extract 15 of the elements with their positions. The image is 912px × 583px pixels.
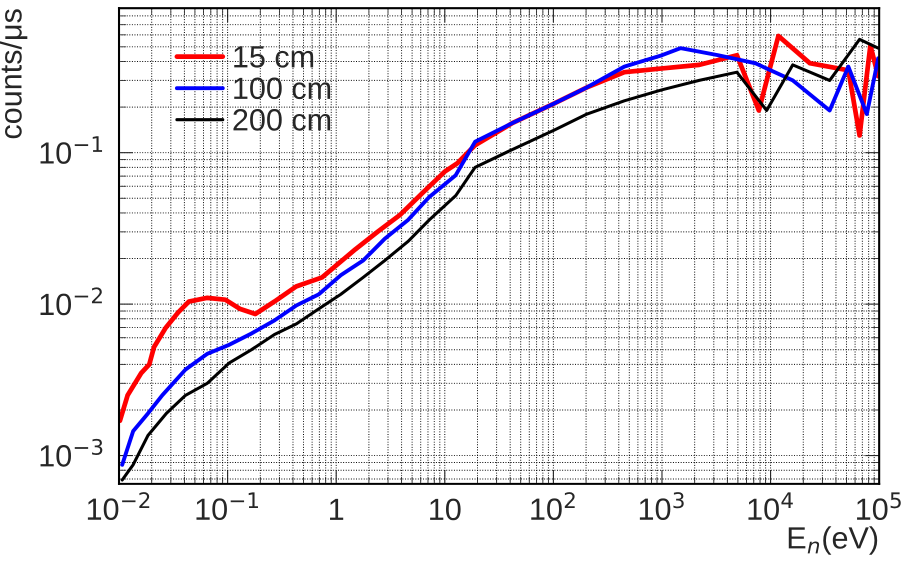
- x-tick-label: 10: [430, 498, 461, 520]
- y-tick-label: 10$^{−3}$: [40, 438, 102, 467]
- x-tick-label: 10$^{3}$: [640, 492, 684, 520]
- legend-label: 15 cm: [234, 46, 314, 68]
- x-tick-label: 10$^{4}$: [748, 492, 793, 520]
- x-tick-label: 10$^{−2}$: [88, 492, 150, 520]
- x-tick-label: 1: [330, 498, 344, 520]
- x-tick-label: 10$^{5}$: [857, 492, 901, 520]
- legend-label: 200 cm: [233, 109, 330, 131]
- x-axis-title: E$_{n}$(eV): [788, 526, 878, 555]
- y-tick-label: 10$^{−1}$: [40, 136, 102, 164]
- x-tick-label: 10$^{2}$: [531, 492, 575, 520]
- y-tick-label: 10$^{−2}$: [40, 287, 102, 316]
- x-tick-label: 10$^{−1}$: [196, 492, 258, 520]
- legend-label: 100 cm: [234, 78, 330, 100]
